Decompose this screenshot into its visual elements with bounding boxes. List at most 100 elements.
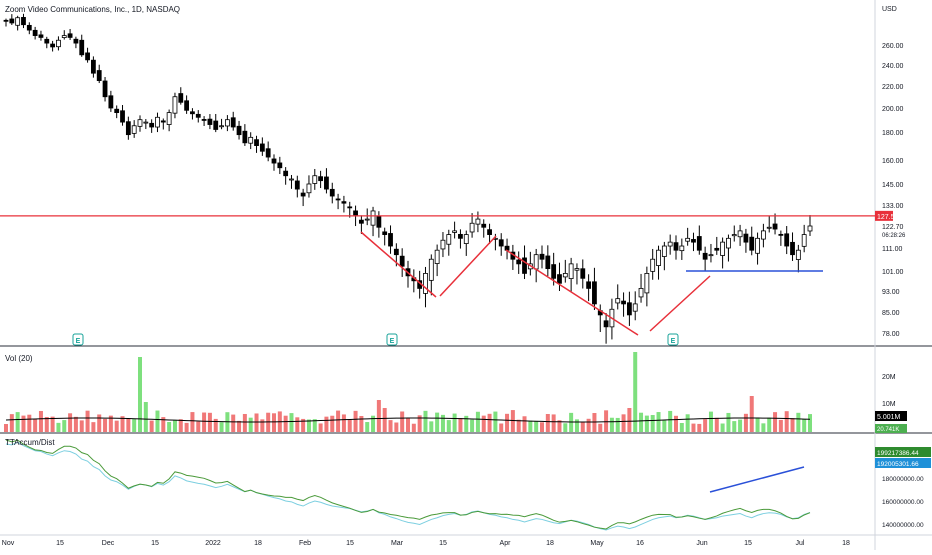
candle-body [38, 34, 44, 38]
volume-bar [510, 410, 515, 432]
volume-bar [808, 414, 812, 432]
candle-body [737, 230, 743, 238]
volume-tag2-label: 20.741K [877, 427, 899, 433]
candle-body [32, 29, 38, 36]
volume-bar [481, 415, 486, 432]
candle-body [283, 170, 289, 177]
volume-bar [219, 422, 224, 432]
volume-bar [493, 411, 498, 432]
candle-body [498, 239, 504, 247]
candle-body [265, 148, 271, 158]
volume-bar [580, 422, 585, 432]
candle-body [108, 95, 114, 109]
volume-tick-label: 20M [882, 374, 896, 381]
price-tick-label: 200.00 [882, 106, 904, 113]
volume-bar [708, 411, 713, 432]
volume-bar [767, 417, 772, 432]
volume-bar [347, 419, 352, 432]
volume-tick-label: 10M [882, 401, 896, 408]
candle-body [650, 258, 656, 272]
volume-bar [371, 415, 376, 432]
candle-body [795, 249, 801, 260]
volume-bar [108, 415, 113, 432]
volume-bar [452, 413, 457, 432]
candle-body [21, 17, 26, 26]
volume-bar [505, 413, 510, 432]
price-tick-label: 220.00 [882, 84, 904, 91]
volume-bar [27, 414, 32, 432]
volume-bar [213, 418, 218, 432]
volume-bar [685, 414, 690, 432]
candle-body [469, 222, 475, 233]
volume-bar [650, 415, 655, 432]
candle-body [388, 233, 393, 247]
volume-bar [429, 421, 434, 432]
volume-bar [231, 414, 236, 432]
earnings-marker-label: E [76, 338, 81, 345]
candle-body [248, 136, 254, 144]
volume-bar [790, 418, 795, 432]
candle-body [143, 121, 149, 124]
volume-bar [248, 417, 253, 432]
price-tick-label: 78.00 [882, 331, 900, 338]
volume-bar [260, 419, 265, 432]
candle-body [125, 121, 131, 136]
candle-body [603, 320, 609, 328]
candle-body [306, 183, 312, 194]
candle-body [67, 33, 73, 38]
candle-body [726, 237, 731, 249]
candle-body [487, 229, 492, 235]
volume-bar [656, 412, 661, 432]
volume-bar [143, 402, 148, 432]
candle-body [259, 143, 265, 152]
volume-bar [50, 416, 55, 432]
pattern-trendline [505, 249, 639, 336]
price-tag-bg [875, 210, 893, 221]
date-tick-label: 18 [254, 540, 262, 547]
volume-bar [761, 423, 766, 432]
date-tick-label: Dec [102, 540, 115, 547]
volume-bar [522, 416, 527, 432]
candle-body [9, 18, 15, 24]
candle-body [632, 303, 638, 312]
volume-bar [528, 420, 533, 432]
candle-body [673, 242, 679, 251]
candle-body [562, 273, 568, 278]
date-tick-label: 18 [546, 540, 554, 547]
volume-ma-line [5, 417, 811, 423]
candle-body [580, 268, 586, 279]
volume-bar [254, 413, 259, 432]
volume-bar [388, 420, 393, 432]
candle-body [772, 223, 778, 230]
candle-body [120, 110, 125, 123]
candle-body [557, 274, 562, 284]
candle-body [207, 118, 213, 125]
candle-body [300, 192, 306, 197]
date-tick-label: Jul [796, 540, 805, 547]
volume-bar [341, 414, 346, 432]
price-tick-label: 160.00 [882, 158, 904, 165]
candle-body [574, 268, 580, 271]
volume-bar [167, 422, 172, 432]
volume-bar [73, 416, 78, 432]
volume-bar [376, 400, 381, 432]
candle-body [190, 111, 195, 115]
date-tick-label: 15 [744, 540, 752, 547]
volume-tag-label: 5.001M [877, 414, 901, 421]
volume-bar [411, 423, 416, 432]
volume-bar [609, 417, 614, 432]
date-tick-label: 15 [346, 540, 354, 547]
accum-tag1-bg [875, 447, 931, 457]
candle-body [661, 245, 667, 257]
accum-tag2-label: 192005301.66 [877, 461, 919, 468]
volume-bar [470, 419, 475, 432]
candle-body [621, 300, 626, 305]
volume-bar [21, 415, 26, 432]
candle-body [318, 176, 324, 182]
volume-bar [784, 411, 789, 432]
candle-body [533, 254, 539, 270]
candle-body [393, 248, 399, 256]
candle-body [44, 38, 50, 44]
pattern-trendline [439, 235, 497, 297]
volume-bar [644, 415, 649, 432]
